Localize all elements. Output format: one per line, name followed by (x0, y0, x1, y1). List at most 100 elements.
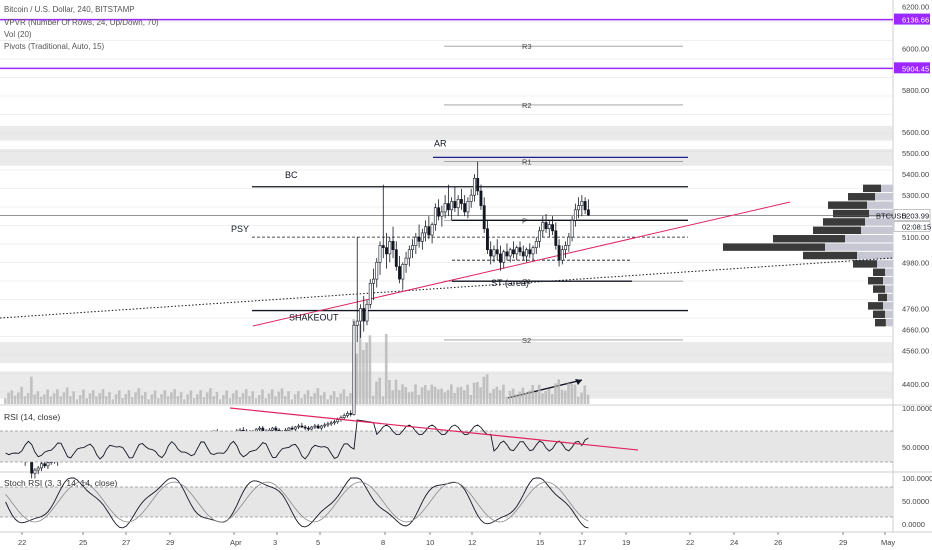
candle (525, 247, 528, 263)
vpvr-row-down (803, 251, 857, 260)
volume-bar (472, 382, 476, 404)
time-tick-label: 22 (686, 538, 694, 547)
volume-bar (173, 389, 176, 404)
rsi-pane: 100.0000 50.0000 (0, 404, 932, 463)
volume-bar (453, 393, 456, 404)
volume-bar (306, 390, 310, 404)
candle-body (476, 178, 480, 192)
candle-body (560, 249, 564, 261)
volume-bar (215, 392, 219, 404)
candle-body (463, 203, 467, 213)
candle (303, 424, 307, 431)
candle (414, 232, 418, 254)
zone-band (0, 371, 893, 399)
candle (375, 258, 379, 288)
volume-bar (518, 391, 521, 404)
candle-body (336, 419, 340, 423)
volume-profile (723, 184, 893, 327)
volume-bar (137, 388, 141, 404)
volume-bar (316, 388, 320, 404)
volume-bar (287, 391, 290, 404)
candle (534, 237, 538, 254)
candle (577, 197, 581, 219)
volume-bar (323, 392, 326, 404)
annotation-label: ST (area) (491, 278, 529, 288)
candle (381, 184, 385, 259)
dotted-trendline (0, 257, 894, 319)
volume-bar (257, 395, 261, 404)
volume-bar (62, 392, 66, 404)
candle (359, 304, 362, 338)
volume-bar (43, 394, 46, 404)
candle (300, 422, 304, 429)
volume-bar (117, 390, 121, 404)
volume-bar (254, 398, 258, 404)
volume-bar (482, 376, 486, 404)
volume-bar (189, 390, 193, 404)
candle (404, 251, 408, 273)
candle (329, 420, 333, 426)
volume-bar (528, 390, 531, 404)
candle (274, 425, 278, 432)
candle (349, 410, 353, 417)
volume-bar (345, 396, 349, 404)
rsi-band (0, 431, 893, 462)
volume-bar (388, 380, 391, 404)
candle (326, 421, 330, 428)
candle-body (531, 247, 535, 255)
volume-bar (46, 389, 49, 404)
candle (541, 216, 545, 238)
candle-body (437, 207, 441, 217)
candle-body (303, 426, 307, 429)
annotation-label: AR (434, 138, 447, 148)
volume-bar (329, 395, 333, 404)
candle-body (398, 266, 401, 280)
candle-body (300, 425, 304, 428)
vpvr-row-down (813, 226, 861, 235)
candle-body (446, 203, 450, 211)
candle-body (271, 427, 275, 431)
volume-bar (205, 392, 209, 404)
candle (368, 279, 372, 309)
candle-body (466, 201, 470, 213)
candle (564, 241, 568, 259)
candle (472, 174, 476, 202)
volume-bar (489, 393, 492, 404)
volume-bar (261, 389, 264, 404)
candle-body (499, 253, 502, 263)
volume-bar (368, 335, 372, 404)
candle (424, 220, 428, 242)
volume-bar (502, 384, 505, 404)
vpvr-row-down (873, 268, 885, 276)
candle-body (430, 224, 434, 236)
countdown-label: 02:08:15 (902, 222, 931, 231)
candle-body (258, 427, 262, 430)
volume-bar (157, 398, 160, 404)
candle-body (508, 249, 512, 257)
candle (486, 220, 489, 254)
volume-bar (401, 384, 404, 404)
candle-body (456, 199, 460, 209)
volume-bar (310, 396, 313, 404)
time-tick-label: May (881, 538, 895, 547)
volume-bar (267, 393, 271, 404)
candle-body (417, 236, 421, 242)
candle-body (518, 247, 522, 253)
volume-bar (202, 397, 206, 404)
candle-body (33, 469, 37, 474)
time-tick-label: 29 (166, 538, 174, 547)
volume-bar (586, 394, 590, 404)
candle-body (352, 324, 356, 415)
candle (293, 425, 297, 432)
price-tick-label: 5400.00 (902, 170, 929, 179)
volume-bar (450, 384, 453, 404)
volume-bar (238, 397, 242, 404)
candle-body (486, 228, 489, 251)
volume-bar (479, 387, 482, 404)
vpvr-row-down (868, 276, 883, 285)
volume-bar (524, 393, 528, 404)
volume-bar (49, 396, 53, 404)
volume-bar (13, 395, 17, 404)
candle (495, 239, 499, 261)
candle (515, 245, 519, 261)
